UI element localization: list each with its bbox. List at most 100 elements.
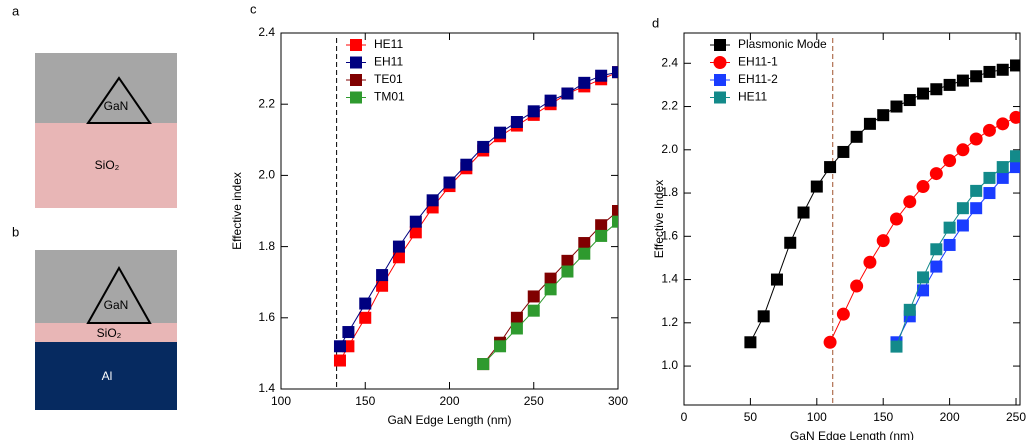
legend-label: HE11: [374, 37, 403, 51]
gan-layer: [35, 250, 177, 323]
data-point: [930, 243, 943, 256]
data-point: [876, 234, 890, 248]
data-point: [982, 123, 996, 137]
panel-label: d: [652, 15, 659, 30]
y-tick-label: 2.2: [258, 96, 275, 110]
data-point: [836, 307, 850, 321]
data-point: [460, 158, 473, 171]
data-point: [983, 187, 996, 200]
y-tick-label: 2.0: [661, 142, 678, 156]
data-point: [824, 161, 837, 174]
data-point: [494, 126, 507, 139]
data-point: [916, 180, 930, 194]
data-point: [863, 117, 876, 130]
data-point: [956, 74, 969, 87]
series-line: [339, 71, 618, 347]
data-point: [477, 358, 490, 371]
data-point: [903, 303, 916, 316]
data-point: [956, 143, 970, 157]
y-tick-label: 2.2: [661, 99, 678, 113]
x-tick-label: 100: [271, 394, 291, 408]
data-point: [956, 219, 969, 232]
data-point: [877, 109, 890, 122]
legend-marker: [350, 91, 362, 104]
x-tick-label: 50: [744, 410, 758, 424]
series-group: [333, 66, 618, 371]
y-tick-label: 1.4: [661, 272, 678, 286]
data-point: [1010, 59, 1020, 72]
series-group: [744, 59, 1020, 353]
y-tick-label: 1.6: [661, 228, 678, 242]
data-point: [1010, 150, 1020, 163]
x-tick-label: 300: [608, 394, 628, 408]
x-axis-label: GaN Edge Length (nm): [790, 429, 914, 440]
data-point: [770, 273, 783, 286]
data-point: [837, 145, 850, 158]
data-point: [561, 87, 574, 100]
legend-marker: [714, 74, 726, 86]
legend-marker: [714, 91, 726, 104]
data-point: [970, 202, 983, 215]
data-point: [943, 221, 956, 234]
x-tick-label: 200: [439, 394, 459, 408]
data-point: [527, 304, 540, 317]
data-point: [863, 255, 877, 269]
plot-frame: [280, 32, 619, 390]
legend-label: TM01: [374, 90, 405, 104]
data-point: [943, 238, 956, 251]
x-tick-label: 200: [940, 410, 960, 424]
legend-marker: [350, 74, 362, 86]
data-point: [890, 340, 903, 353]
layer-label: Al: [102, 369, 113, 383]
gan-triangle: [86, 265, 152, 324]
data-point: [612, 66, 618, 79]
data-point: [956, 202, 969, 215]
data-point: [996, 117, 1010, 131]
y-tick-label: 1.8: [258, 239, 275, 253]
data-point: [477, 140, 490, 153]
series-line: [829, 116, 1017, 343]
data-point: [409, 226, 422, 239]
layer-label: SiO₂: [95, 158, 120, 172]
data-point: [409, 215, 422, 228]
data-point: [850, 130, 863, 143]
data-point: [784, 236, 797, 249]
data-point: [890, 100, 903, 113]
data-point: [983, 171, 996, 184]
data-point: [527, 290, 540, 303]
data-point: [810, 180, 823, 193]
gan-layer: [35, 53, 177, 123]
data-point: [889, 212, 903, 226]
y-tick-label: 2.4: [661, 55, 678, 69]
legend-label: EH11: [374, 55, 403, 69]
legend-marker: [713, 56, 727, 69]
legend-label: Plasmonic Mode: [738, 37, 827, 51]
data-point: [970, 184, 983, 197]
data-point: [595, 219, 608, 232]
data-point: [578, 237, 591, 250]
data-point: [443, 176, 456, 189]
data-point: [1009, 110, 1020, 124]
data-point: [527, 105, 540, 118]
data-point: [595, 229, 608, 242]
data-point: [930, 83, 943, 96]
data-point: [996, 63, 1009, 76]
series-line: [896, 155, 1017, 347]
al-layer: [35, 342, 177, 410]
y-tick-label: 1.2: [661, 315, 678, 329]
data-point: [903, 195, 917, 209]
sio2-layer: [35, 123, 177, 208]
data-point: [943, 78, 956, 91]
layer-label: SiO₂: [97, 326, 122, 340]
layer-label: GaN: [104, 99, 129, 113]
data-point: [983, 65, 996, 78]
data-point: [930, 260, 943, 273]
panel-label: b: [12, 224, 19, 239]
data-point: [426, 194, 439, 207]
y-tick-label: 2.0: [258, 168, 275, 182]
series-line: [896, 166, 1017, 343]
data-point: [342, 326, 355, 339]
data-point: [494, 340, 507, 353]
data-point: [392, 240, 405, 253]
